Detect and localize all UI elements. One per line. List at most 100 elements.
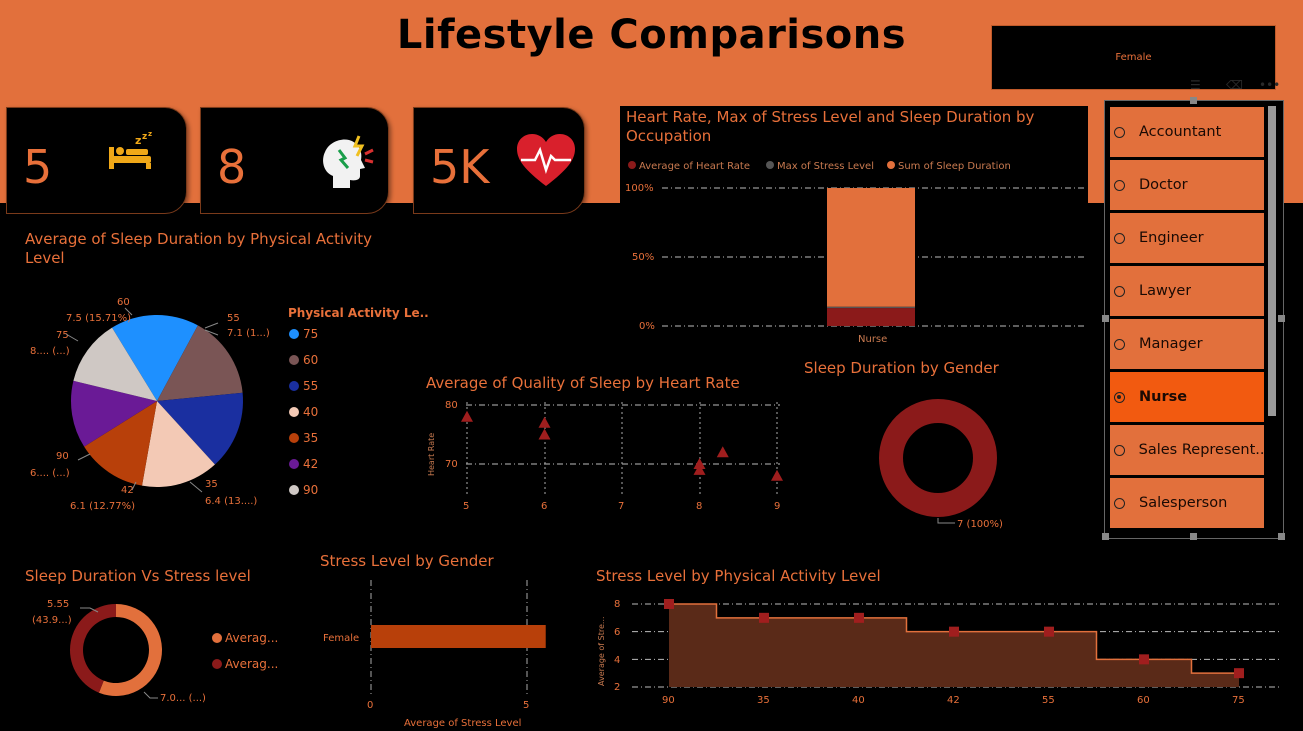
- legend-item: 75: [303, 327, 318, 341]
- legend-marker: [289, 355, 299, 365]
- scatter-point[interactable]: [693, 463, 706, 475]
- sleep-vs-stress-donut-chart[interactable]: 5.55 (43.9...) 7.0... (...) Averag... Av…: [20, 592, 290, 712]
- radio-button[interactable]: [1114, 338, 1125, 350]
- stress-donut-title: Sleep Duration Vs Stress level: [25, 567, 251, 585]
- more-options-icon[interactable]: •••: [1259, 78, 1281, 92]
- pie-slice-90[interactable]: [73, 327, 157, 401]
- pie-callout: 6.1 (12.77%): [70, 501, 135, 512]
- slicer-item-engineer[interactable]: Engineer: [1110, 213, 1264, 264]
- x-tick: 60: [1137, 695, 1150, 706]
- area-point[interactable]: [664, 599, 674, 609]
- stress-by-gender-bar-chart[interactable]: Female 0 5 Average of Stress Level: [310, 576, 570, 731]
- resize-handle[interactable]: [1102, 533, 1109, 540]
- scatter-point[interactable]: [693, 458, 706, 469]
- scatter-point[interactable]: [716, 446, 729, 458]
- resize-handle[interactable]: [1190, 97, 1197, 104]
- resize-handle[interactable]: [1278, 533, 1285, 540]
- resize-handle[interactable]: [1190, 533, 1197, 540]
- y-tick: 4: [614, 655, 620, 666]
- svg-text:z: z: [148, 130, 152, 138]
- stacked-segment[interactable]: [827, 306, 915, 309]
- legend-item: Averag...: [225, 657, 278, 671]
- pie-callout: 6.4 (13....): [205, 496, 257, 507]
- pie-slice-42[interactable]: [71, 380, 157, 447]
- sleep-by-activity-pie-chart[interactable]: 60 7.5 (15.71%) 55 7.1 (1...) 75 8.... (…: [20, 290, 440, 520]
- sleep-by-gender-donut-chart[interactable]: 7 (100%): [870, 390, 1020, 532]
- y-axis-label: Heart Rate: [427, 433, 436, 476]
- slicer-item-doctor[interactable]: Doctor: [1110, 160, 1264, 211]
- pie-slice-75[interactable]: [112, 315, 198, 401]
- legend-item: 55: [303, 379, 318, 393]
- radio-button[interactable]: [1114, 232, 1125, 244]
- slicer-item-label: Nurse: [1139, 389, 1188, 405]
- pie-callout: 42: [121, 485, 134, 496]
- quality-heartrate-scatter-chart[interactable]: 80 70 5 6 7 8 9 Heart Rate: [420, 394, 790, 516]
- pie-callout: 7.1 (1...): [227, 328, 270, 339]
- legend-item: Sum of Sleep Duration: [898, 161, 1011, 172]
- pie-slice-40[interactable]: [142, 401, 215, 487]
- area-point[interactable]: [1139, 654, 1149, 665]
- radio-button[interactable]: [1114, 126, 1125, 138]
- donut-slice[interactable]: [69, 604, 116, 693]
- occupation-stacked-bar-chart[interactable]: Average of Heart Rate Max of Stress Leve…: [620, 152, 1090, 352]
- pie-slice-60[interactable]: [157, 325, 243, 401]
- slicer-scrollbar[interactable]: [1268, 106, 1276, 416]
- legend-marker: [289, 381, 299, 391]
- gender-filter-card[interactable]: Female: [991, 25, 1276, 90]
- legend-marker: [289, 459, 299, 469]
- gender-donut-title: Sleep Duration by Gender: [804, 359, 999, 377]
- pie-slice-35[interactable]: [84, 401, 157, 486]
- stacked-segment[interactable]: [827, 188, 915, 307]
- resize-handle[interactable]: [1278, 315, 1285, 322]
- y-tick: 2: [614, 682, 620, 693]
- area-point[interactable]: [1044, 626, 1054, 637]
- bar-title: Stress Level by Gender: [320, 552, 494, 570]
- area-point[interactable]: [1234, 668, 1244, 679]
- slicer-item-accountant[interactable]: Accountant: [1110, 107, 1264, 158]
- legend-item: 40: [303, 405, 318, 419]
- legend-item: 42: [303, 457, 318, 471]
- stressed-head-icon: [323, 135, 374, 188]
- radio-button[interactable]: [1114, 179, 1125, 191]
- legend-item: Average of Heart Rate: [639, 161, 750, 172]
- pie-slice-55[interactable]: [157, 392, 243, 465]
- stress-by-activity-area-chart[interactable]: 8 6 4 2 Average of Stre... 90 35 40 42 55 60 7…: [592, 590, 1290, 718]
- pie-title: Average of Sleep Duration by Physical Ac…: [25, 230, 372, 267]
- pie-callout: 75: [56, 330, 69, 341]
- radio-button[interactable]: [1114, 285, 1125, 297]
- slicer-item-nurse[interactable]: Nurse: [1110, 372, 1264, 423]
- slicer-item-sales-represent-[interactable]: Sales Represent...: [1110, 425, 1264, 476]
- donut-slice[interactable]: [98, 604, 162, 696]
- donut-slice-female[interactable]: [879, 399, 997, 517]
- scatter-point[interactable]: [461, 410, 473, 422]
- area-point[interactable]: [854, 612, 864, 623]
- donut-label: 7.0... (...): [160, 693, 206, 704]
- kpi-card-stress: 8: [200, 107, 389, 214]
- pie-callout: 6.... (...): [30, 468, 70, 479]
- slicer-item-manager[interactable]: Manager: [1110, 319, 1264, 370]
- area-fill: [669, 604, 1239, 687]
- filter-icon[interactable]: ☰: [1190, 78, 1201, 92]
- scatter-point[interactable]: [538, 428, 551, 440]
- slicer-item-label: Doctor: [1139, 177, 1188, 193]
- legend-item: 60: [303, 353, 318, 367]
- slicer-item-lawyer[interactable]: Lawyer: [1110, 266, 1264, 317]
- area-point[interactable]: [949, 626, 959, 637]
- scatter-point[interactable]: [538, 416, 551, 428]
- stacked-segment[interactable]: [827, 308, 915, 326]
- x-tick: 90: [662, 695, 675, 706]
- resize-handle[interactable]: [1102, 315, 1109, 322]
- legend-item: Max of Stress Level: [777, 161, 874, 172]
- eraser-icon[interactable]: ⌫: [1226, 78, 1243, 92]
- occupation-slicer[interactable]: Accountant Doctor Engineer Lawyer Manager Nur…: [1104, 100, 1284, 539]
- area-title: Stress Level by Physical Activity Level: [596, 567, 881, 585]
- legend-item: Averag...: [225, 631, 278, 645]
- radio-button[interactable]: [1114, 444, 1125, 456]
- radio-button[interactable]: [1114, 497, 1125, 509]
- slicer-item-salesperson[interactable]: Salesperson: [1110, 478, 1264, 529]
- bar-female[interactable]: [371, 625, 546, 648]
- x-category-label: Nurse: [858, 334, 887, 345]
- radio-button[interactable]: [1114, 391, 1125, 403]
- scatter-point[interactable]: [771, 469, 783, 481]
- area-point[interactable]: [759, 612, 769, 623]
